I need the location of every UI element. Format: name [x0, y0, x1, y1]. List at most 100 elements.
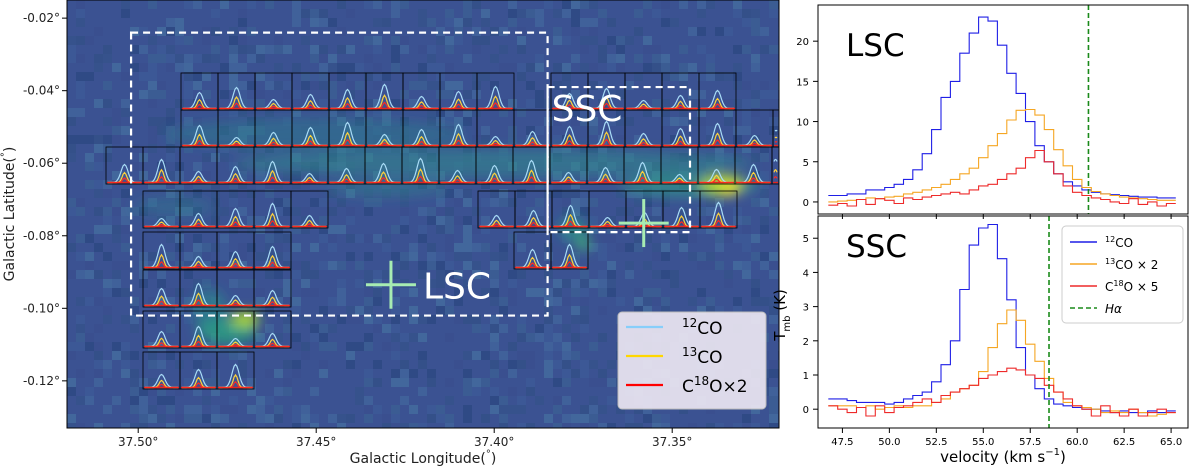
x-tick-label: 65.0: [1160, 437, 1182, 448]
spectra-legend: 12CO 13CO × 2 C18O × 5 Hα: [1061, 225, 1184, 324]
legend-label: 13CO: [682, 345, 723, 368]
x-tick-label: 55.0: [972, 437, 994, 448]
region-box-lsc: [129, 31, 549, 317]
series-line-c18o-5: [828, 367, 1176, 417]
x-tick-label: 62.5: [1113, 437, 1135, 448]
map-spectrum-cell: [439, 109, 478, 148]
map-spectrum-cell: [550, 231, 589, 270]
map-spectrum-cell: [253, 231, 292, 270]
map-x-tick-label: 37.40°: [474, 435, 514, 449]
map-x-tick-label: 37.50°: [118, 435, 158, 449]
map-y-label: Galactic Latitude(°): [0, 147, 18, 282]
y-tick-label: 20: [796, 37, 809, 48]
x-tick-label: 60.0: [1066, 437, 1088, 448]
map-spectrum-cell: [327, 146, 366, 185]
y-tick-label: 5: [803, 158, 809, 169]
spectra-legend-box: [1061, 225, 1184, 324]
map-spectrum-cell: [254, 109, 293, 148]
y-tick-label: 4: [803, 268, 809, 279]
series-line-13co-2: [828, 309, 1176, 417]
map-spectrum-cell: [476, 109, 515, 148]
map-spectrum-cell: [216, 351, 255, 390]
legend-label: C18O×2: [682, 374, 748, 397]
map-spectrum-cell: [253, 310, 292, 349]
map-legend: 12CO 13CO C18O×2: [617, 311, 767, 410]
map-frame: [66, 0, 780, 429]
region-label-lsc: LSC: [423, 267, 491, 308]
map-spectrum-cell: [550, 72, 589, 111]
spectra-grid: [105, 72, 779, 390]
map-spectrum-cell: [439, 72, 478, 111]
map-spectrum-cell: [179, 190, 218, 229]
ssc-panel-title: SSC: [846, 229, 907, 265]
y-tick-label: 3: [803, 303, 809, 314]
map-spectrum-cell: [588, 190, 627, 229]
map-spectrum-cell: [142, 146, 181, 185]
region-center-marker-ssc: [618, 199, 669, 248]
map-spectrum-cell: [216, 231, 255, 270]
map-x-label: Galactic Longitude(°): [350, 449, 497, 467]
spectra-x-label: velocity (km s−1): [940, 447, 1066, 466]
region-label-ssc: SSC: [552, 89, 623, 130]
map-y-tick-label: -0.08°: [23, 229, 60, 243]
y-tick-label: 10: [796, 118, 809, 129]
ssc-y-ticks: 0 1 2 3 4 5: [803, 234, 818, 416]
map-spectrum-cell: [142, 231, 181, 270]
lsc-y-ticks: 0 5 10 15 20: [796, 37, 818, 209]
map-spectrum-cell: [734, 146, 773, 185]
map-spectrum-cell: [587, 109, 626, 148]
x-tick-label: 57.5: [1019, 437, 1041, 448]
lsc-frame: [817, 4, 1189, 215]
map-x-ticks: 37.50° 37.45° 37.40° 37.35°: [118, 428, 692, 449]
map-spectrum-cell: [105, 146, 144, 185]
map-spectrum-cell: [699, 190, 738, 229]
map-spectrum-cell: [142, 351, 181, 390]
legend-label: 12CO: [682, 316, 723, 339]
map-x-tick-label: 37.45°: [296, 435, 336, 449]
y-tick-label: 1: [803, 371, 809, 382]
ssc-spectra: [828, 216, 1176, 428]
map-y-ticks: -0.02° -0.04° -0.06° -0.08° -0.10° -0.12°: [23, 11, 67, 388]
map-y-tick-label: -0.04°: [23, 84, 60, 98]
lsc-panel-title: LSC: [846, 28, 905, 64]
map-spectrum-cell: [475, 146, 514, 185]
series-line-c18o-5: [828, 149, 1176, 207]
average-spectra: LSC SSC 0 5 10 15 20 0 1 2 3 4 5 47.5 50.0 52.5 55.0…: [771, 4, 1189, 466]
region-center-marker-lsc: [365, 260, 416, 309]
y-tick-label: 2: [803, 337, 809, 348]
map-x-tick-label: 37.35°: [652, 435, 692, 449]
map-y-tick-label: -0.02°: [23, 11, 60, 25]
lsc-spectra: [828, 5, 1176, 214]
map-spectrum-cell: [771, 146, 779, 185]
map-spectrum-cell: [142, 190, 181, 229]
y-tick-label: 0: [803, 198, 809, 209]
map-y-tick-label: -0.10°: [23, 301, 60, 315]
legend-label: Hα: [1105, 302, 1122, 316]
map-y-tick-label: -0.06°: [23, 156, 60, 170]
map-spectrum-cell: [253, 146, 292, 185]
map-spectrum-cell: [328, 72, 367, 111]
ssc-frame: [817, 215, 1189, 429]
legend-label: 13CO × 2: [1105, 257, 1158, 272]
map-spectrum-cell: [253, 269, 292, 308]
y-tick-label: 0: [803, 405, 809, 416]
ssc-x-ticks: 47.5 50.0 52.5 55.0 57.5 60.0 62.5 65.0: [831, 214, 1182, 448]
x-tick-label: 52.5: [925, 437, 947, 448]
map-spectrum-cell: [401, 146, 440, 185]
map-spectrum-cell: [551, 190, 590, 229]
x-tick-label: 47.5: [831, 437, 853, 448]
legend-label: 12CO: [1105, 235, 1133, 250]
map-spectrum-cell: [142, 269, 181, 308]
region-boxes: LSC SSC: [129, 31, 692, 317]
legend-label: C18O × 5: [1105, 279, 1158, 294]
y-tick-label: 15: [796, 77, 809, 88]
y-tick-label: 5: [803, 234, 809, 245]
map-spectrum-cell: [179, 146, 218, 185]
x-tick-label: 50.0: [878, 437, 900, 448]
map-spectrum-cell: [290, 190, 329, 229]
series-line-13co-2: [828, 108, 1176, 203]
map-y-tick-label: -0.12°: [23, 374, 60, 388]
spectra-y-label: Tmb (K): [771, 289, 793, 342]
